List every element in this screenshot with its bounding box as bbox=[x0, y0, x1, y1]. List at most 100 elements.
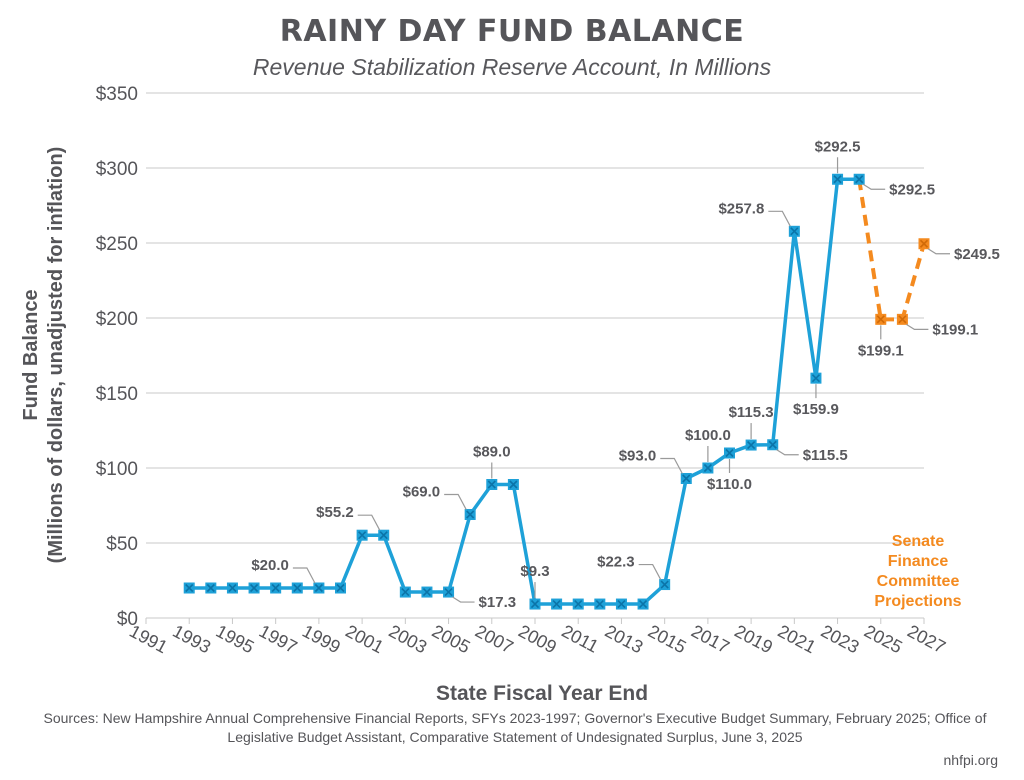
data-point-cross bbox=[747, 440, 756, 450]
data-label: $93.0 bbox=[619, 448, 657, 465]
data-point-cross bbox=[444, 587, 453, 597]
y-tick-label: $0 bbox=[117, 609, 138, 630]
x-tick-label: 2009 bbox=[515, 621, 560, 657]
x-tick-label: 2015 bbox=[645, 621, 690, 657]
data-point-cross bbox=[703, 463, 712, 473]
data-point-cross bbox=[855, 175, 864, 184]
data-point-cross bbox=[358, 531, 367, 540]
data-point-cross bbox=[422, 587, 432, 597]
x-tick-label: 2017 bbox=[688, 621, 733, 657]
chart-subtitle: Revenue Stabilization Reserve Account, I… bbox=[252, 54, 772, 80]
data-label: $20.0 bbox=[251, 557, 289, 574]
x-tick-label: 2013 bbox=[602, 621, 647, 657]
projection-note-line: Finance bbox=[888, 553, 949, 570]
leader-line bbox=[862, 183, 886, 190]
data-point-cross bbox=[314, 583, 323, 593]
data-label: $55.2 bbox=[316, 504, 354, 521]
leader-line bbox=[292, 567, 316, 584]
data-point-cross bbox=[509, 480, 518, 489]
x-tick-label: 2021 bbox=[774, 621, 819, 657]
x-axis-ticks: 1991199319951997199920012003200520072009… bbox=[126, 618, 949, 657]
y-axis-label-line2: (Millions of dollars, unadjusted for inf… bbox=[45, 147, 67, 564]
data-point-cross bbox=[638, 599, 648, 609]
projection-note-line: Senate bbox=[892, 533, 945, 550]
data-label: $69.0 bbox=[403, 484, 441, 501]
data-label: $22.3 bbox=[597, 554, 635, 571]
y-axis-label-line1: Fund Balance bbox=[20, 289, 42, 420]
projection-note: Senate Finance Committee Projections bbox=[874, 533, 961, 610]
leader-line bbox=[660, 457, 683, 474]
data-labels: $20.0 $55.2 $17.3 $69.0 $89.0 $9.3 $22.3 $93.0 $… bbox=[251, 138, 1000, 611]
data-point-cross bbox=[530, 599, 540, 609]
x-tick-label: 2005 bbox=[429, 621, 474, 657]
data-label: $115.3 bbox=[729, 404, 774, 421]
x-tick-label: 2001 bbox=[342, 621, 387, 657]
x-tick-label: 2025 bbox=[861, 621, 906, 657]
series-markers bbox=[183, 173, 930, 610]
data-point-cross bbox=[206, 583, 215, 593]
data-point-cross bbox=[725, 448, 734, 458]
gridlines bbox=[146, 92, 924, 619]
x-tick-label: 2027 bbox=[904, 621, 949, 657]
data-point-cross bbox=[876, 315, 885, 324]
data-label: $110.0 bbox=[707, 476, 752, 493]
data-label: $292.5 bbox=[815, 138, 861, 155]
data-point-cross bbox=[833, 175, 842, 184]
x-tick-label: 1999 bbox=[299, 621, 344, 657]
data-point-cross bbox=[898, 315, 907, 324]
y-axis-ticks: $0 $50 $100 $150 $200 $250 $300 $350 bbox=[96, 84, 138, 630]
data-point-cross bbox=[401, 587, 410, 597]
data-point-cross bbox=[768, 440, 777, 449]
x-tick-label: 1995 bbox=[213, 621, 258, 657]
y-tick-label: $350 bbox=[96, 84, 138, 105]
x-tick-label: 1991 bbox=[126, 621, 171, 657]
data-label: $9.3 bbox=[520, 563, 549, 580]
data-label: $100.0 bbox=[685, 427, 731, 444]
data-point-cross bbox=[574, 599, 583, 609]
data-point-cross bbox=[379, 531, 388, 540]
x-axis-label: State Fiscal Year End bbox=[436, 682, 648, 705]
leader-line bbox=[357, 514, 381, 531]
data-point-cross bbox=[617, 599, 626, 609]
data-point-cross bbox=[595, 599, 604, 609]
data-label: $199.1 bbox=[858, 342, 904, 359]
data-point-cross bbox=[336, 583, 345, 593]
projection-note-line: Projections bbox=[874, 593, 961, 610]
data-label: $89.0 bbox=[473, 444, 511, 461]
y-tick-label: $100 bbox=[96, 459, 138, 480]
data-point-cross bbox=[660, 580, 669, 589]
y-tick-label: $300 bbox=[96, 159, 138, 180]
data-point-cross bbox=[271, 583, 280, 593]
leader-line bbox=[927, 248, 950, 255]
x-tick-label: 2007 bbox=[472, 621, 517, 657]
y-tick-label: $200 bbox=[96, 309, 138, 330]
data-label: $17.3 bbox=[479, 594, 517, 611]
leader-line bbox=[768, 210, 791, 227]
leader-line bbox=[638, 563, 662, 580]
data-point-cross bbox=[811, 374, 821, 383]
data-point-cross bbox=[466, 510, 475, 519]
series-line-projection bbox=[857, 178, 926, 322]
data-label: $292.5 bbox=[889, 181, 935, 198]
y-tick-label: $250 bbox=[96, 234, 138, 255]
data-label: $257.8 bbox=[718, 200, 764, 217]
data-point-cross bbox=[249, 583, 259, 593]
data-point-cross bbox=[228, 583, 237, 593]
y-tick-label: $150 bbox=[96, 384, 138, 405]
data-point-cross bbox=[293, 583, 302, 593]
x-tick-label: 1997 bbox=[256, 621, 301, 657]
data-point-cross bbox=[185, 583, 194, 593]
x-tick-label: 1993 bbox=[169, 621, 214, 657]
projection-note-line: Committee bbox=[877, 573, 960, 590]
sources-note: Sources: New Hampshire Annual Comprehens… bbox=[43, 710, 987, 745]
leader-line bbox=[776, 449, 799, 456]
data-point-cross bbox=[919, 239, 929, 248]
data-point-cross bbox=[682, 474, 691, 483]
x-tick-label: 2003 bbox=[385, 621, 430, 657]
x-tick-label: 2023 bbox=[818, 621, 863, 657]
data-point-cross bbox=[790, 227, 799, 236]
data-label: $159.9 bbox=[793, 401, 839, 418]
leader-line bbox=[452, 596, 475, 603]
data-label: $199.1 bbox=[932, 321, 978, 338]
